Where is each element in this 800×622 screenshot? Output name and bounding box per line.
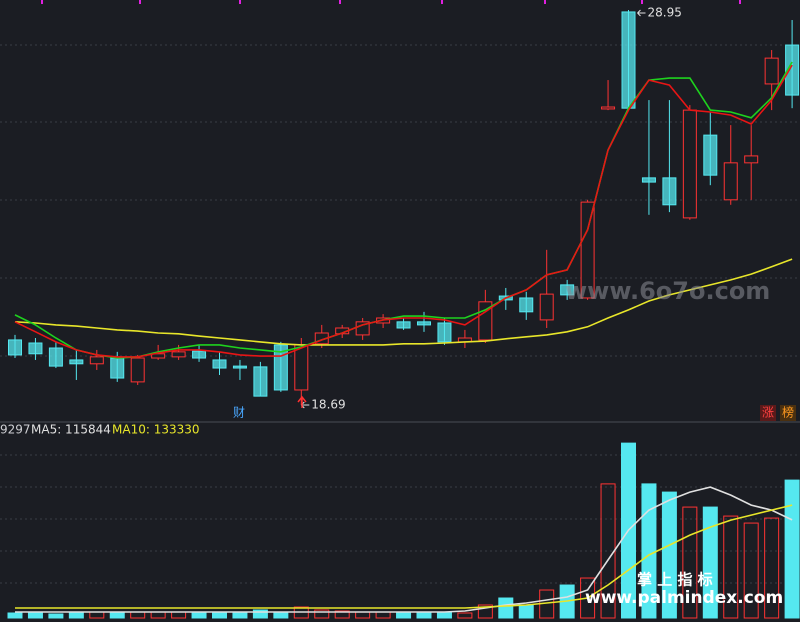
candle-body bbox=[232, 365, 247, 369]
candle-body bbox=[69, 359, 84, 365]
ma-line bbox=[15, 486, 793, 613]
candle-body bbox=[580, 201, 595, 299]
volume-bar bbox=[334, 610, 350, 619]
volume-bar bbox=[150, 611, 166, 619]
ma-line bbox=[15, 504, 793, 609]
watermark: 掌 上 指 标 bbox=[637, 571, 713, 589]
volume-bar bbox=[436, 611, 452, 619]
volume-bar bbox=[48, 613, 64, 619]
volume-bar bbox=[498, 597, 514, 619]
candle-body bbox=[519, 297, 534, 313]
candle-body bbox=[785, 44, 800, 96]
legend-item: MA10: 133330 bbox=[112, 423, 200, 437]
volume-grid bbox=[0, 454, 800, 584]
volume-bar bbox=[27, 612, 43, 619]
candle-body bbox=[130, 357, 145, 383]
volume-bar bbox=[702, 506, 718, 619]
volume-bar bbox=[723, 515, 739, 619]
candle-body bbox=[28, 342, 43, 355]
volume-bar bbox=[764, 517, 780, 619]
candle-body bbox=[48, 347, 63, 367]
volume-bar bbox=[416, 611, 432, 619]
badge-text: 涨 bbox=[762, 405, 774, 420]
volume-bar bbox=[130, 611, 146, 619]
watermark: www.palmindex.com bbox=[585, 588, 783, 608]
candle-body bbox=[89, 356, 104, 365]
volume-bar bbox=[171, 611, 187, 619]
ma-line bbox=[14, 61, 793, 359]
volume-bar bbox=[109, 612, 125, 619]
candle-body bbox=[662, 177, 677, 206]
volume-bar bbox=[580, 577, 596, 619]
candle-body bbox=[601, 106, 616, 110]
candle-body bbox=[723, 162, 738, 201]
ma-line bbox=[14, 258, 793, 346]
volume-bar bbox=[477, 604, 493, 619]
price-grid bbox=[0, 44, 800, 357]
volume-bar bbox=[375, 611, 391, 619]
legend-item: MA5: 115844 bbox=[31, 423, 111, 437]
marker-arrow bbox=[297, 395, 307, 408]
candle-body bbox=[560, 284, 575, 296]
ma-line bbox=[14, 64, 793, 358]
volume-bar bbox=[661, 491, 677, 619]
candle-body bbox=[355, 321, 370, 336]
candle-body bbox=[8, 339, 22, 356]
candle-body bbox=[682, 109, 697, 219]
volume-bar bbox=[314, 609, 330, 619]
candle-body bbox=[744, 155, 759, 164]
candle-body bbox=[437, 322, 452, 343]
volume-bar bbox=[68, 612, 84, 619]
low-label: 18.69 bbox=[311, 397, 345, 411]
label-arrow bbox=[637, 9, 646, 17]
volume-bar bbox=[396, 611, 412, 619]
candle-body bbox=[641, 177, 656, 183]
candle-body bbox=[294, 344, 309, 391]
watermark: www.6o7o.com bbox=[565, 277, 770, 305]
candle-body bbox=[110, 357, 125, 379]
badge-text: 榜 bbox=[782, 405, 794, 420]
candle-body bbox=[253, 366, 268, 397]
volume-bar bbox=[212, 611, 227, 619]
volume-bar bbox=[518, 604, 534, 619]
volume-bar bbox=[7, 612, 23, 619]
candle-body bbox=[621, 11, 636, 109]
volume-bar bbox=[273, 611, 289, 619]
volume-bar bbox=[743, 522, 759, 619]
high-label: 28.95 bbox=[648, 6, 682, 20]
badge bbox=[780, 405, 796, 421]
candle-body bbox=[192, 350, 207, 359]
volume-bar bbox=[191, 612, 207, 619]
badge bbox=[760, 405, 776, 421]
candle-body bbox=[171, 351, 186, 358]
volume-bar bbox=[457, 612, 473, 619]
top-markers bbox=[41, 0, 741, 4]
volume-bar bbox=[355, 611, 371, 619]
candle-body bbox=[396, 321, 411, 329]
candle-body bbox=[417, 321, 431, 326]
candle-body bbox=[539, 293, 554, 321]
legend-item: 9297 bbox=[0, 423, 31, 437]
candle-body bbox=[212, 359, 227, 369]
volume-bar bbox=[89, 611, 105, 619]
candle-body bbox=[764, 57, 779, 85]
candle-body bbox=[703, 134, 718, 176]
event-tag: 财 bbox=[233, 406, 245, 420]
volume-bar bbox=[232, 611, 248, 619]
volume-bar bbox=[784, 479, 800, 619]
volume-bar bbox=[682, 506, 698, 619]
marks: 28.95 18.69 bbox=[7, 6, 800, 619]
volume-bar bbox=[252, 609, 268, 619]
